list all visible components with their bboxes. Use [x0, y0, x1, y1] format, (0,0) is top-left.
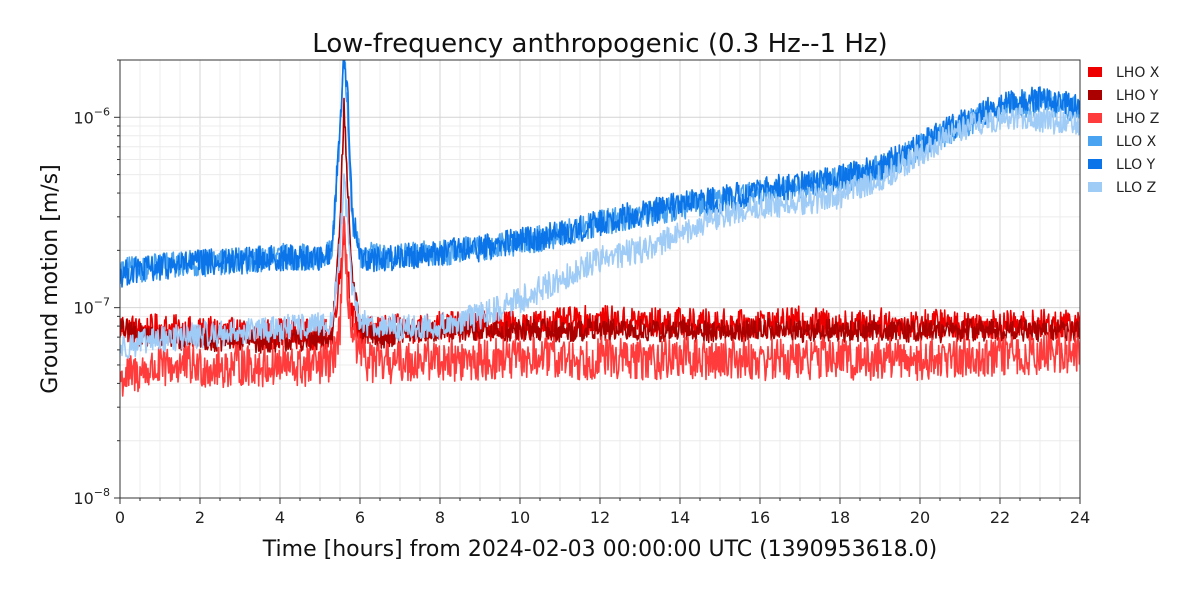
- legend-label: LHO Z: [1116, 111, 1159, 127]
- y-tick-label: 10−7: [73, 296, 110, 318]
- x-tick-label: 14: [670, 508, 690, 527]
- y-axis-title: Ground motion [m/s]: [38, 164, 63, 393]
- legend-label: LLO X: [1116, 134, 1157, 150]
- legend-swatch: [1088, 67, 1102, 77]
- legend-label: LLO Y: [1116, 157, 1156, 173]
- x-tick-label: 24: [1070, 508, 1090, 527]
- x-tick-label: 4: [275, 508, 285, 527]
- legend-swatch: [1088, 159, 1102, 169]
- x-tick-label: 20: [910, 508, 930, 527]
- legend-label: LHO Y: [1116, 88, 1159, 104]
- series-line-lho-z: [120, 215, 1080, 397]
- x-tick-label: 2: [195, 508, 205, 527]
- x-tick-label: 16: [750, 508, 770, 527]
- legend-swatch: [1088, 90, 1102, 100]
- x-tick-label: 18: [830, 508, 850, 527]
- legend-swatch: [1088, 113, 1102, 123]
- legend-label: LLO Z: [1116, 180, 1156, 196]
- x-tick-label: 0: [115, 508, 125, 527]
- x-tick-label: 10: [510, 508, 530, 527]
- y-tick-label: 10−8: [73, 486, 110, 508]
- legend-swatch: [1088, 182, 1102, 192]
- legend-swatch: [1088, 136, 1102, 146]
- legend-label: LHO X: [1116, 65, 1160, 81]
- series-line-llo-z: [120, 104, 1080, 359]
- grid-layer: [119, 59, 1081, 499]
- x-tick-label: 6: [355, 508, 365, 527]
- legend: LHO X LHO Y LHO Z LLO X LLO Y LLO Z: [1088, 65, 1160, 196]
- x-tick-label: 12: [590, 508, 610, 527]
- x-tick-label: 22: [990, 508, 1010, 527]
- series-layer: [120, 60, 1080, 397]
- chart-title: Low-frequency anthropogenic (0.3 Hz--1 H…: [312, 29, 887, 59]
- x-tick-label: 8: [435, 508, 445, 527]
- x-axis-title: Time [hours] from 2024-02-03 00:00:00 UT…: [262, 537, 937, 562]
- y-tick-label: 10−6: [73, 105, 110, 127]
